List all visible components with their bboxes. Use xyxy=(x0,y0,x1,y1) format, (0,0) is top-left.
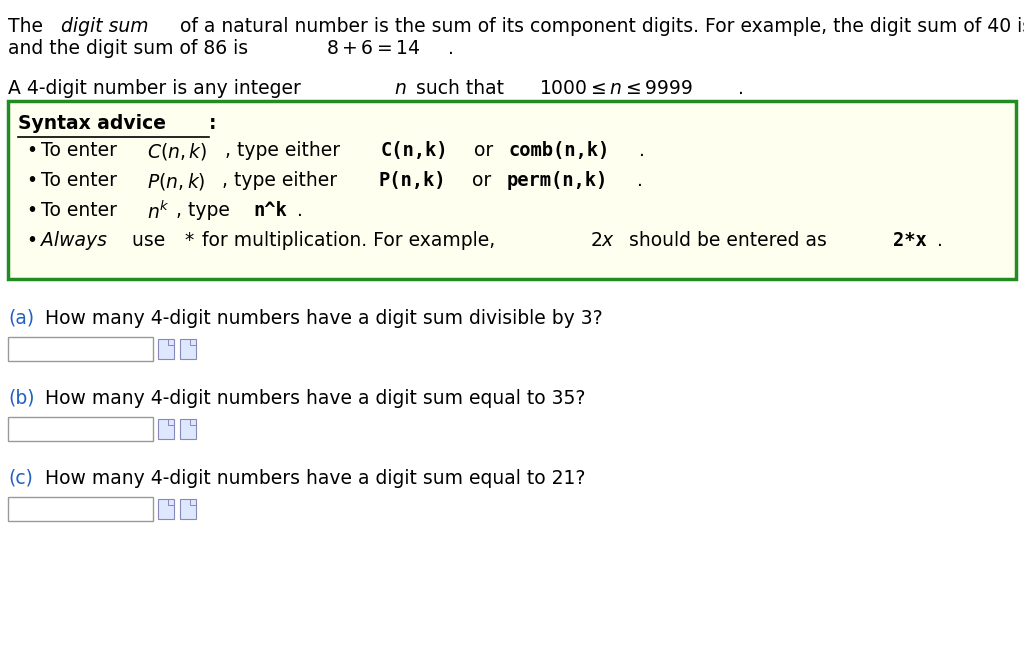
FancyBboxPatch shape xyxy=(180,419,196,439)
Text: $n$: $n$ xyxy=(393,79,407,98)
Text: $1000 \leq n \leq 9999$: $1000 \leq n \leq 9999$ xyxy=(539,79,693,98)
Text: 2*x: 2*x xyxy=(894,231,928,250)
Text: or: or xyxy=(466,171,497,190)
Text: should be entered as: should be entered as xyxy=(623,231,833,250)
Text: $C(n,k)$: $C(n,k)$ xyxy=(146,141,207,162)
Text: $8+6=14$: $8+6=14$ xyxy=(326,39,420,58)
Text: (a): (a) xyxy=(8,309,34,328)
Text: perm(n,k): perm(n,k) xyxy=(506,171,607,190)
Text: *: * xyxy=(184,231,194,250)
Text: To enter: To enter xyxy=(41,141,123,160)
Text: How many 4-digit numbers have a digit sum divisible by 3?: How many 4-digit numbers have a digit su… xyxy=(45,309,603,328)
Text: .: . xyxy=(637,171,643,190)
FancyBboxPatch shape xyxy=(158,339,174,359)
Text: To enter: To enter xyxy=(41,171,123,190)
Text: .: . xyxy=(737,79,743,98)
Text: for multiplication. For example,: for multiplication. For example, xyxy=(197,231,502,250)
FancyBboxPatch shape xyxy=(8,101,1016,279)
Text: n^k: n^k xyxy=(254,201,288,220)
Text: (c): (c) xyxy=(8,469,33,488)
Text: , type either: , type either xyxy=(222,171,344,190)
FancyBboxPatch shape xyxy=(8,417,153,441)
Text: , type: , type xyxy=(176,201,237,220)
Text: How many 4-digit numbers have a digit sum equal to 35?: How many 4-digit numbers have a digit su… xyxy=(45,389,586,408)
Text: .: . xyxy=(297,201,303,220)
Text: comb(n,k): comb(n,k) xyxy=(509,141,609,160)
Text: .: . xyxy=(447,39,454,58)
FancyBboxPatch shape xyxy=(158,499,174,519)
Text: A 4-digit number is any integer: A 4-digit number is any integer xyxy=(8,79,307,98)
Text: digit sum: digit sum xyxy=(60,17,148,36)
Text: Syntax advice: Syntax advice xyxy=(18,114,166,133)
FancyBboxPatch shape xyxy=(8,337,153,361)
FancyBboxPatch shape xyxy=(158,419,174,439)
Text: or: or xyxy=(468,141,500,160)
Text: C(n,k): C(n,k) xyxy=(381,141,449,160)
Text: •: • xyxy=(26,231,37,250)
Text: •: • xyxy=(26,141,37,160)
Text: $n^k$: $n^k$ xyxy=(146,201,170,223)
Text: (b): (b) xyxy=(8,389,35,408)
Text: $2x$: $2x$ xyxy=(590,231,615,250)
Text: .: . xyxy=(639,141,645,160)
Text: $P(n,k)$: $P(n,k)$ xyxy=(146,171,206,192)
Text: .: . xyxy=(937,231,943,250)
FancyBboxPatch shape xyxy=(180,339,196,359)
Text: and the digit sum of 86 is: and the digit sum of 86 is xyxy=(8,39,254,58)
Text: Always: Always xyxy=(41,231,106,250)
FancyBboxPatch shape xyxy=(8,497,153,521)
Text: P(n,k): P(n,k) xyxy=(379,171,446,190)
Text: •: • xyxy=(26,171,37,190)
Text: The: The xyxy=(8,17,49,36)
Text: use: use xyxy=(126,231,171,250)
Text: of a natural number is the sum of its component digits. For example, the digit s: of a natural number is the sum of its co… xyxy=(174,17,1024,36)
FancyBboxPatch shape xyxy=(180,499,196,519)
Text: •: • xyxy=(26,201,37,220)
Text: To enter: To enter xyxy=(41,201,123,220)
Text: , type either: , type either xyxy=(224,141,346,160)
Text: How many 4-digit numbers have a digit sum equal to 21?: How many 4-digit numbers have a digit su… xyxy=(45,469,586,488)
Text: :: : xyxy=(209,114,216,133)
Text: such that: such that xyxy=(410,79,510,98)
